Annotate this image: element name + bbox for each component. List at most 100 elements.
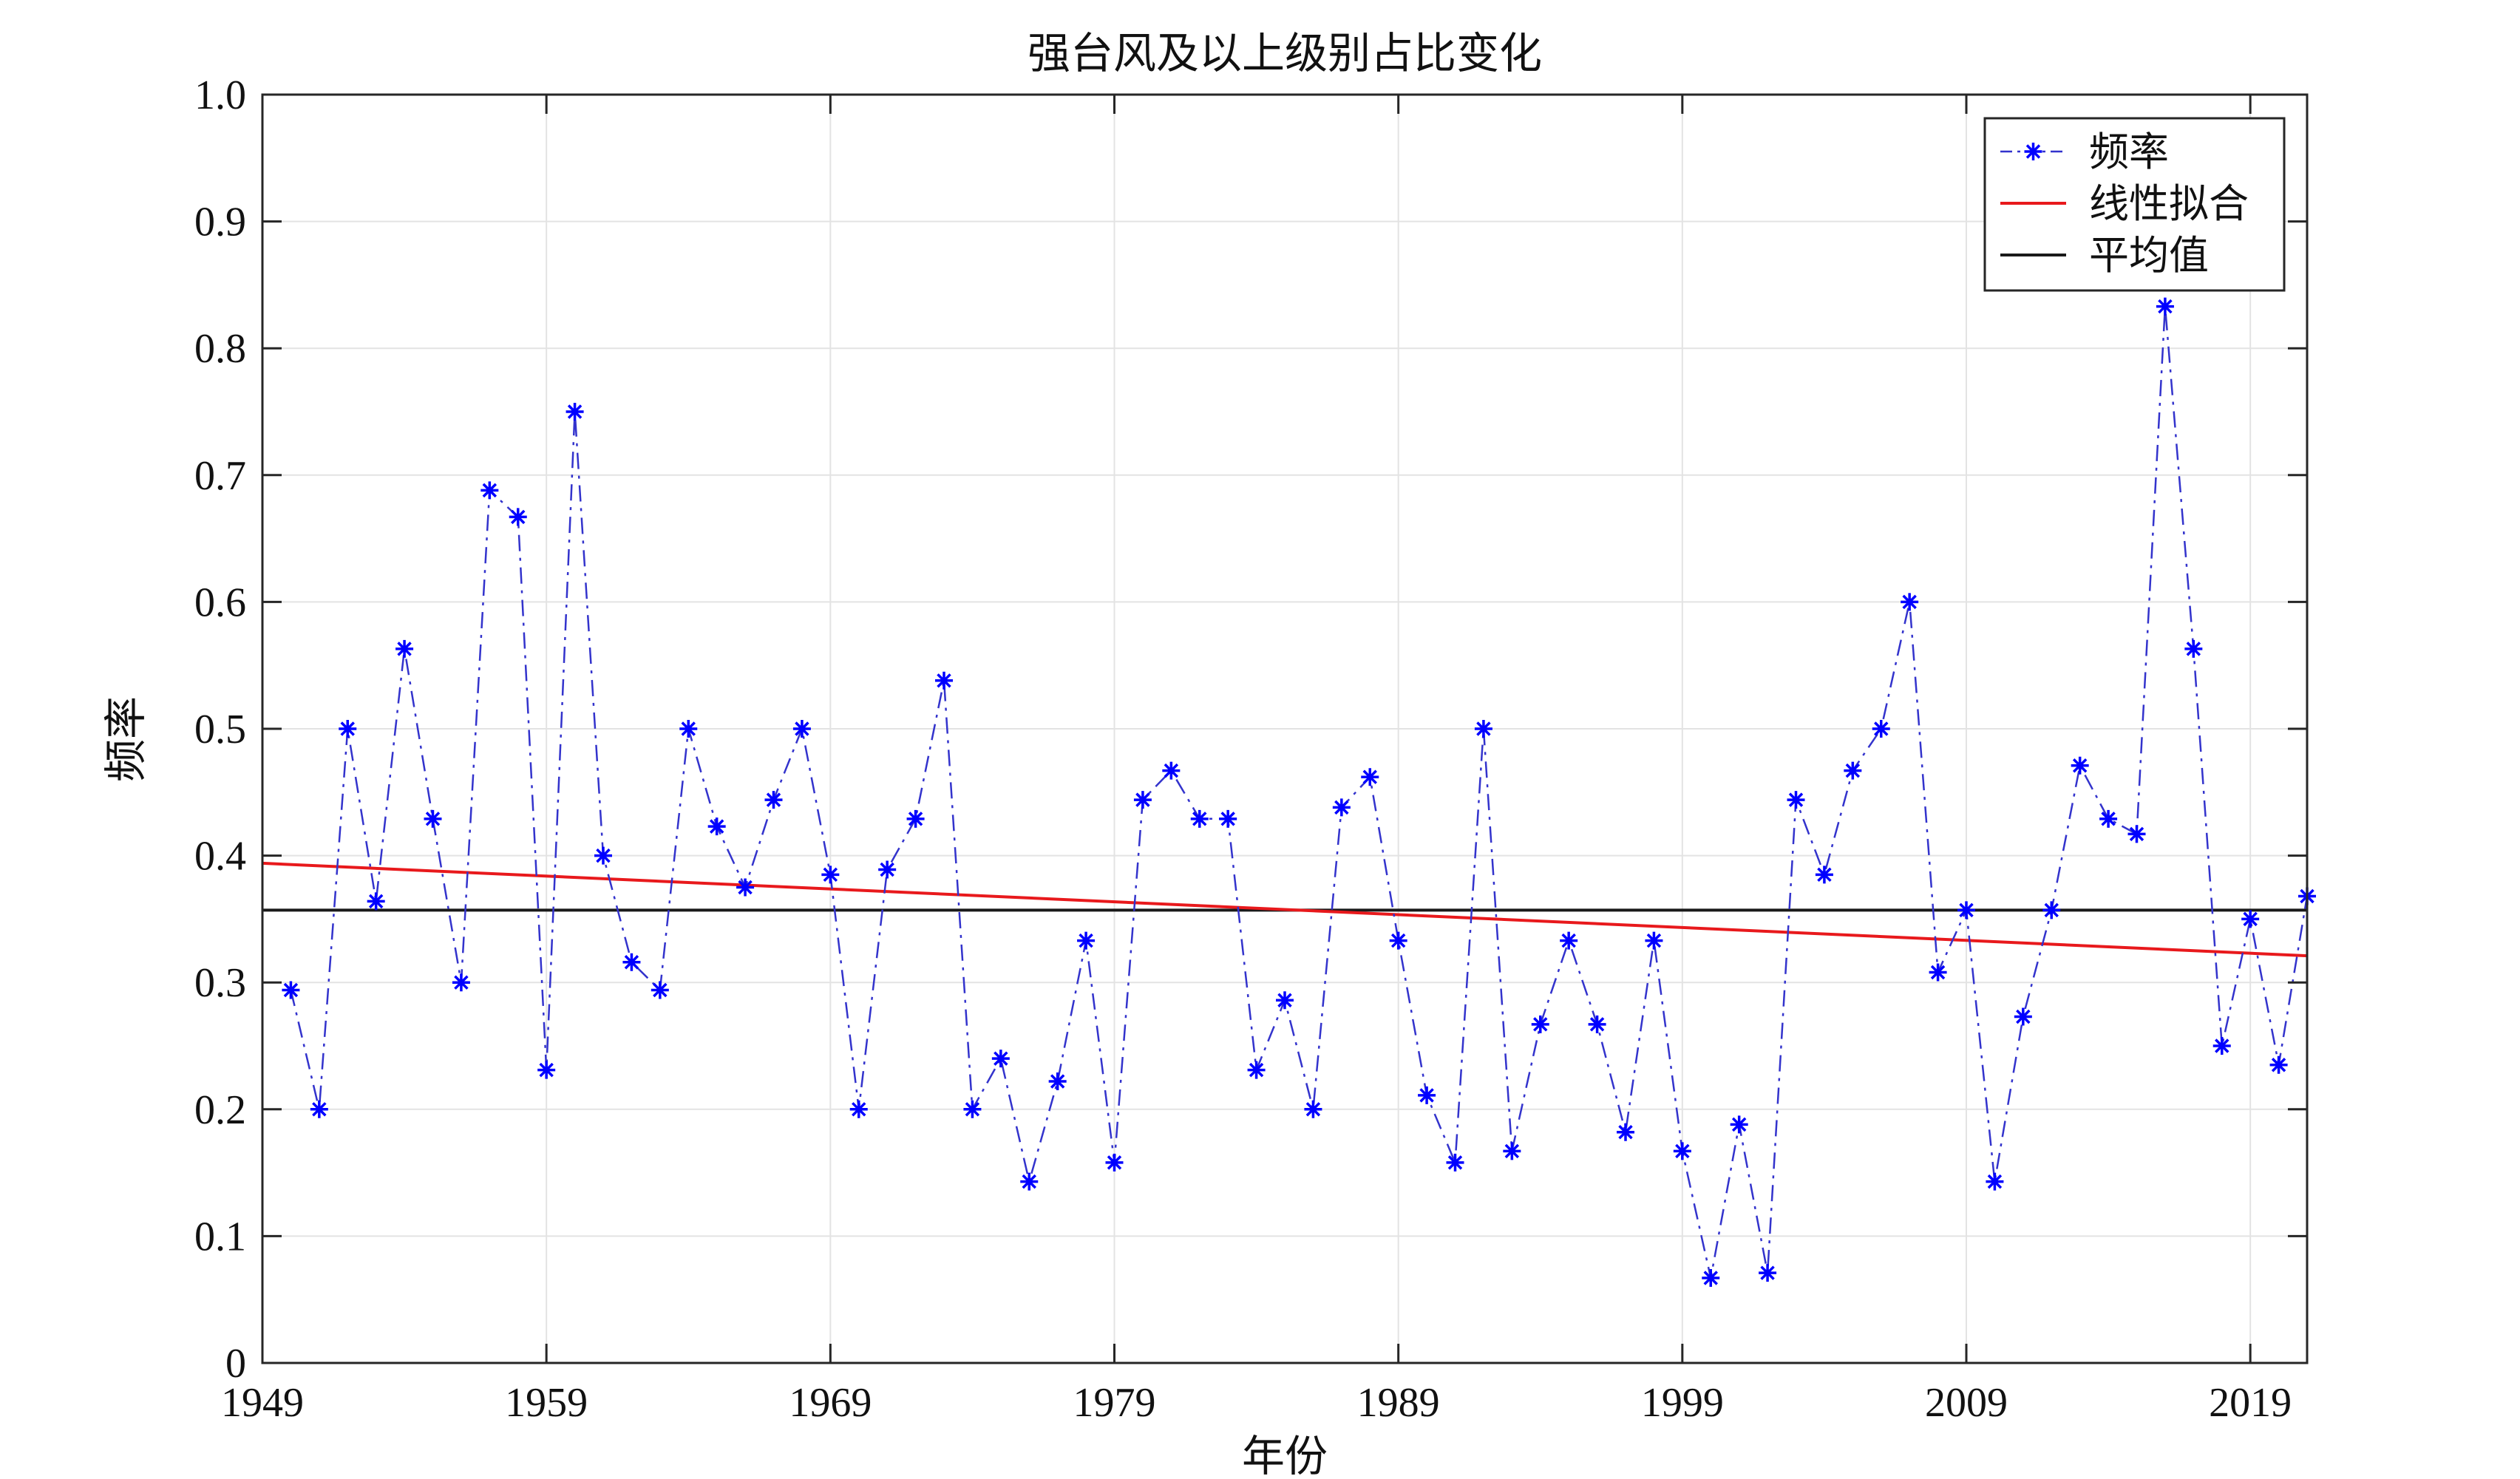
legend-label: 线性拟合 <box>2089 180 2249 227</box>
series-frequency-line <box>290 306 2309 1279</box>
y-tick-label: 0.1 <box>194 1214 246 1259</box>
x-tick-label: 1949 <box>221 1380 304 1426</box>
data-point <box>480 481 499 500</box>
data-point <box>1162 761 1181 780</box>
legend-marker-frequency <box>2024 143 2042 160</box>
data-point <box>1105 1153 1124 1172</box>
y-tick-label: 0.3 <box>194 960 246 1006</box>
data-point <box>509 508 527 526</box>
data-point <box>1957 901 1975 919</box>
data-point <box>1247 1061 1266 1079</box>
data-point <box>1815 866 1833 884</box>
data-point <box>1361 768 1379 786</box>
data-point <box>2156 297 2174 316</box>
data-point <box>651 981 669 999</box>
x-tick-label: 2019 <box>2209 1380 2292 1426</box>
data-point <box>1673 1142 1691 1160</box>
y-tick-label: 0.4 <box>194 834 246 880</box>
data-point <box>1702 1269 1720 1288</box>
data-point <box>1986 1172 2004 1191</box>
data-point <box>1133 791 1152 809</box>
data-point <box>424 809 442 828</box>
data-point <box>1901 593 1919 611</box>
data-point <box>1503 1142 1521 1160</box>
data-point <box>1787 791 1805 809</box>
data-point <box>452 973 470 992</box>
data-point <box>1048 1072 1067 1091</box>
x-tick-label: 1979 <box>1073 1380 1156 1426</box>
data-point <box>395 639 414 658</box>
data-point <box>282 981 300 999</box>
legend-label: 频率 <box>2089 129 2169 175</box>
data-point <box>1219 809 1237 828</box>
data-point <box>1190 809 1209 828</box>
data-point <box>963 1100 982 1118</box>
data-point <box>1560 931 1578 950</box>
data-point <box>2269 1055 2288 1074</box>
x-tick-label: 1959 <box>505 1380 588 1426</box>
data-point <box>1844 761 1862 780</box>
data-point <box>1759 1264 1777 1282</box>
x-tick-label: 1989 <box>1357 1380 1440 1426</box>
data-point <box>821 866 840 884</box>
y-tick-label: 0.2 <box>194 1087 246 1133</box>
data-point <box>1020 1172 1039 1191</box>
data-point <box>1418 1086 1436 1104</box>
data-point <box>2099 809 2118 828</box>
y-tick-label: 1.0 <box>194 72 246 118</box>
data-point <box>1474 720 1492 738</box>
data-point <box>707 817 726 836</box>
data-point <box>1730 1115 1748 1134</box>
data-point <box>2184 639 2203 658</box>
x-tick-label: 1969 <box>789 1380 872 1426</box>
y-tick-label: 0.8 <box>194 326 246 372</box>
axis-ticks: 1949 1959 1969 1979 1989 1999 2009 2019 0 0.1 0.2 0… <box>194 72 2307 1426</box>
data-point <box>339 720 357 738</box>
data-point <box>566 403 584 421</box>
data-point <box>310 1100 328 1118</box>
x-axis-title: 年份 <box>1242 1431 1328 1479</box>
y-tick-label: 0 <box>225 1341 246 1387</box>
data-point <box>1531 1015 1549 1033</box>
data-point <box>1446 1153 1464 1172</box>
data-point <box>1304 1100 1322 1118</box>
data-point <box>1929 963 1947 982</box>
x-tick-label: 1999 <box>1641 1380 1724 1426</box>
data-point <box>1645 931 1663 950</box>
data-point <box>991 1050 1010 1068</box>
data-point <box>367 892 385 911</box>
chart-title: 强台风及以上级别占比变化 <box>1028 28 1542 78</box>
data-point <box>2014 1007 2032 1026</box>
data-point <box>1389 931 1407 950</box>
data-point <box>2071 756 2089 775</box>
x-tick-label: 2009 <box>1925 1380 2008 1426</box>
data-point <box>2042 901 2061 919</box>
data-point <box>2241 910 2260 928</box>
data-point <box>1617 1123 1634 1141</box>
y-tick-label: 0.5 <box>194 707 246 752</box>
data-point <box>792 720 811 738</box>
data-point <box>878 860 897 879</box>
data-point <box>1332 798 1351 817</box>
data-point <box>2127 825 2146 843</box>
data-point <box>849 1100 868 1118</box>
y-tick-label: 0.6 <box>194 579 246 625</box>
data-point <box>764 791 783 809</box>
y-tick-label: 0.7 <box>194 453 246 499</box>
data-point <box>935 671 953 690</box>
data-point <box>679 720 698 738</box>
data-point <box>736 878 755 897</box>
data-point <box>2212 1037 2231 1055</box>
data-point <box>594 846 612 865</box>
data-point <box>906 809 925 828</box>
data-point <box>1588 1015 1606 1033</box>
data-point <box>1077 931 1096 950</box>
y-tick-label: 0.9 <box>194 200 246 245</box>
y-axis-title: 频率 <box>101 696 151 782</box>
series-linear-fit-line <box>262 861 2308 958</box>
data-point <box>1276 991 1294 1010</box>
data-point <box>537 1061 556 1079</box>
data-point <box>1872 720 1890 738</box>
